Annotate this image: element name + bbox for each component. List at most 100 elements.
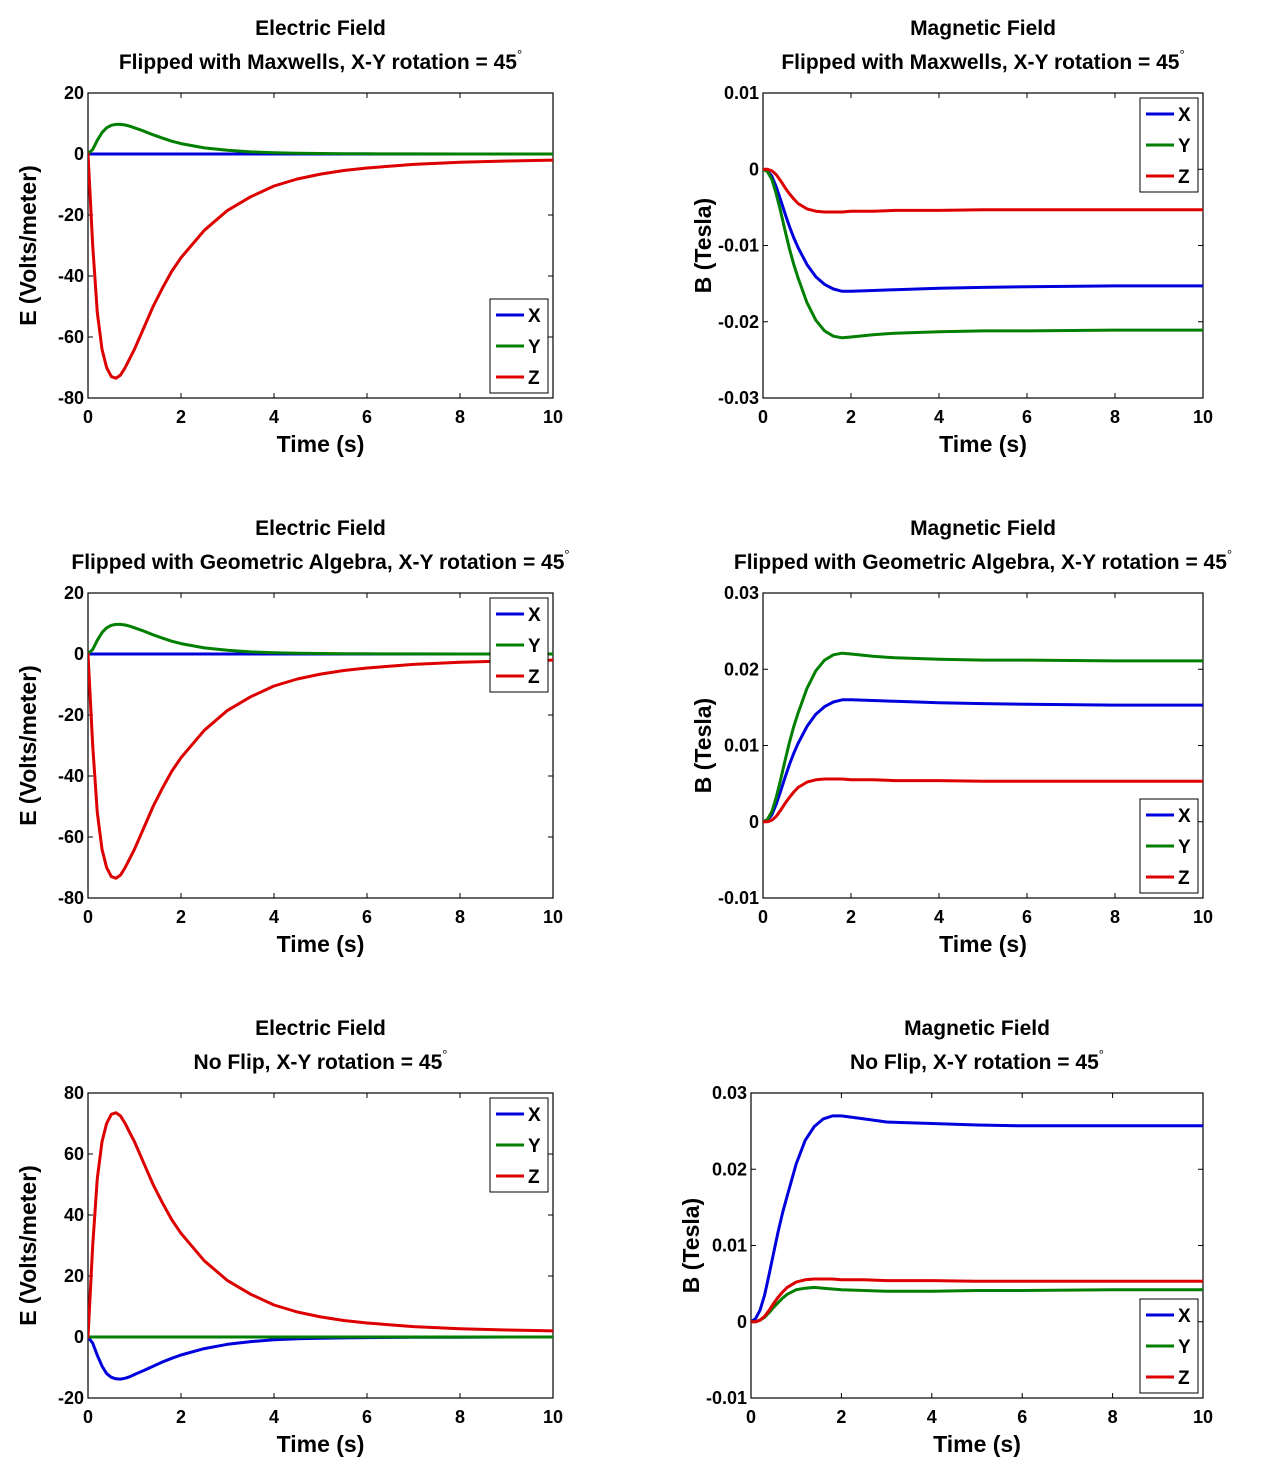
chart-panel: Magnetic Field Flipped with Maxwells, X-Y…: [690, 17, 1213, 457]
x-tick-label: 6: [1017, 1407, 1027, 1427]
chart-subtitle-text: Flipped with Geometric Algebra, X-Y rota…: [71, 551, 564, 574]
legend-label: X: [528, 1105, 541, 1126]
chart-panel: Electric Field Flipped with Geometric Alg…: [15, 517, 570, 957]
chart-title: Electric Field: [255, 517, 386, 540]
x-tick-label: 4: [269, 907, 279, 927]
x-tick-label: 6: [362, 907, 372, 927]
y-tick-label: -60: [58, 327, 84, 347]
legend-label: Y: [1178, 1337, 1191, 1358]
chart-subtitle-text: Flipped with Geometric Algebra, X-Y rota…: [734, 551, 1227, 574]
series-line-x: [763, 698, 1203, 824]
y-tick-label: -40: [58, 766, 84, 786]
legend-label: Z: [1178, 868, 1190, 889]
chart-title: Electric Field: [255, 17, 386, 40]
series-line-y: [763, 651, 1203, 824]
chart-subtitle-text: No Flip, X-Y rotation = 45: [850, 1051, 1099, 1074]
x-tick-label: 4: [934, 907, 944, 927]
x-tick-label: 4: [934, 407, 944, 427]
x-tick-label: 0: [758, 407, 768, 427]
y-tick-label: 0.01: [724, 736, 759, 756]
series-line-z: [88, 652, 553, 880]
legend-label: X: [1178, 1306, 1191, 1327]
y-axis-label: E (Volts/meter): [15, 165, 41, 326]
degree-symbol: °: [1099, 1047, 1104, 1062]
x-axis-label: Time (s): [939, 431, 1027, 457]
legend-label: Y: [528, 1136, 541, 1157]
legend-label: Z: [528, 368, 540, 389]
axes-frame: [762, 592, 1204, 899]
y-tick-label: -60: [58, 827, 84, 847]
x-tick-label: 2: [836, 1407, 846, 1427]
chart-subtitle: Flipped with Geometric Algebra, X-Y rota…: [71, 547, 569, 574]
x-tick-label: 6: [362, 407, 372, 427]
x-tick-label: 10: [1193, 407, 1213, 427]
y-tick-label: -0.01: [718, 888, 759, 908]
y-tick-label: -0.02: [718, 312, 759, 332]
x-axis-label: Time (s): [939, 931, 1027, 957]
chart-subtitle: No Flip, X-Y rotation = 45°: [850, 1047, 1104, 1074]
chart-subtitle-text: No Flip, X-Y rotation = 45: [194, 1051, 443, 1074]
legend: XYZ: [1139, 97, 1199, 193]
legend: XYZ: [489, 298, 549, 394]
series-line-x: [763, 167, 1203, 293]
x-tick-label: 2: [846, 407, 856, 427]
y-axis-label: E (Volts/meter): [15, 1165, 41, 1326]
x-tick-label: 2: [176, 1407, 186, 1427]
legend-label: Z: [1178, 1368, 1190, 1389]
series-line-y: [88, 622, 553, 656]
legend-label: X: [1178, 105, 1191, 126]
y-tick-label: 0: [737, 1312, 747, 1332]
x-tick-label: 8: [455, 407, 465, 427]
x-tick-label: 8: [1110, 907, 1120, 927]
series-line-y: [763, 167, 1203, 340]
x-tick-label: 8: [455, 907, 465, 927]
y-tick-label: 0.02: [712, 1159, 747, 1179]
y-tick-label: 0.02: [724, 659, 759, 679]
y-tick-label: -0.01: [706, 1388, 747, 1408]
y-tick-label: -0.01: [718, 236, 759, 256]
x-tick-label: 6: [1022, 907, 1032, 927]
chart-title: Magnetic Field: [910, 17, 1056, 40]
y-tick-label: 0: [749, 812, 759, 832]
legend: XYZ: [489, 1097, 549, 1193]
x-tick-label: 0: [83, 407, 93, 427]
axes-frame: [762, 92, 1204, 399]
x-tick-label: 6: [362, 1407, 372, 1427]
x-tick-label: 2: [176, 407, 186, 427]
y-tick-label: 20: [64, 583, 84, 603]
x-tick-label: 10: [543, 907, 563, 927]
y-axis-label: B (Tesla): [678, 1198, 704, 1293]
legend: XYZ: [489, 597, 549, 693]
y-tick-label: -20: [58, 705, 84, 725]
x-axis-label: Time (s): [933, 1431, 1021, 1457]
legend-label: X: [528, 605, 541, 626]
degree-symbol: °: [1227, 547, 1232, 562]
y-tick-label: 0: [749, 159, 759, 179]
y-tick-label: -40: [58, 266, 84, 286]
series-line-z: [763, 777, 1203, 824]
y-tick-label: 60: [64, 1144, 84, 1164]
y-tick-label: -20: [58, 1388, 84, 1408]
legend-label: X: [528, 306, 541, 327]
axes-frame: [87, 92, 554, 399]
y-tick-label: -80: [58, 388, 84, 408]
series-line-z: [88, 1111, 553, 1339]
series-line-z: [763, 167, 1203, 214]
y-tick-label: 0.01: [712, 1236, 747, 1256]
x-tick-label: 8: [1110, 407, 1120, 427]
series-line-z: [751, 1277, 1203, 1324]
x-tick-label: 8: [455, 1407, 465, 1427]
y-tick-label: 0: [74, 644, 84, 664]
y-tick-label: 0.03: [724, 583, 759, 603]
x-axis-label: Time (s): [277, 431, 365, 457]
chart-panel: Magnetic Field Flipped with Geometric Alg…: [690, 517, 1232, 957]
x-tick-label: 10: [543, 1407, 563, 1427]
chart-subtitle: No Flip, X-Y rotation = 45°: [194, 1047, 448, 1074]
chart-subtitle: Flipped with Maxwells, X-Y rotation = 45…: [119, 47, 522, 74]
y-tick-label: -80: [58, 888, 84, 908]
chart-panel: Magnetic Field No Flip, X-Y rotation = 45…: [678, 1017, 1213, 1457]
degree-symbol: °: [564, 547, 569, 562]
x-tick-label: 2: [846, 907, 856, 927]
x-tick-label: 4: [269, 1407, 279, 1427]
y-axis-label: B (Tesla): [690, 698, 716, 793]
